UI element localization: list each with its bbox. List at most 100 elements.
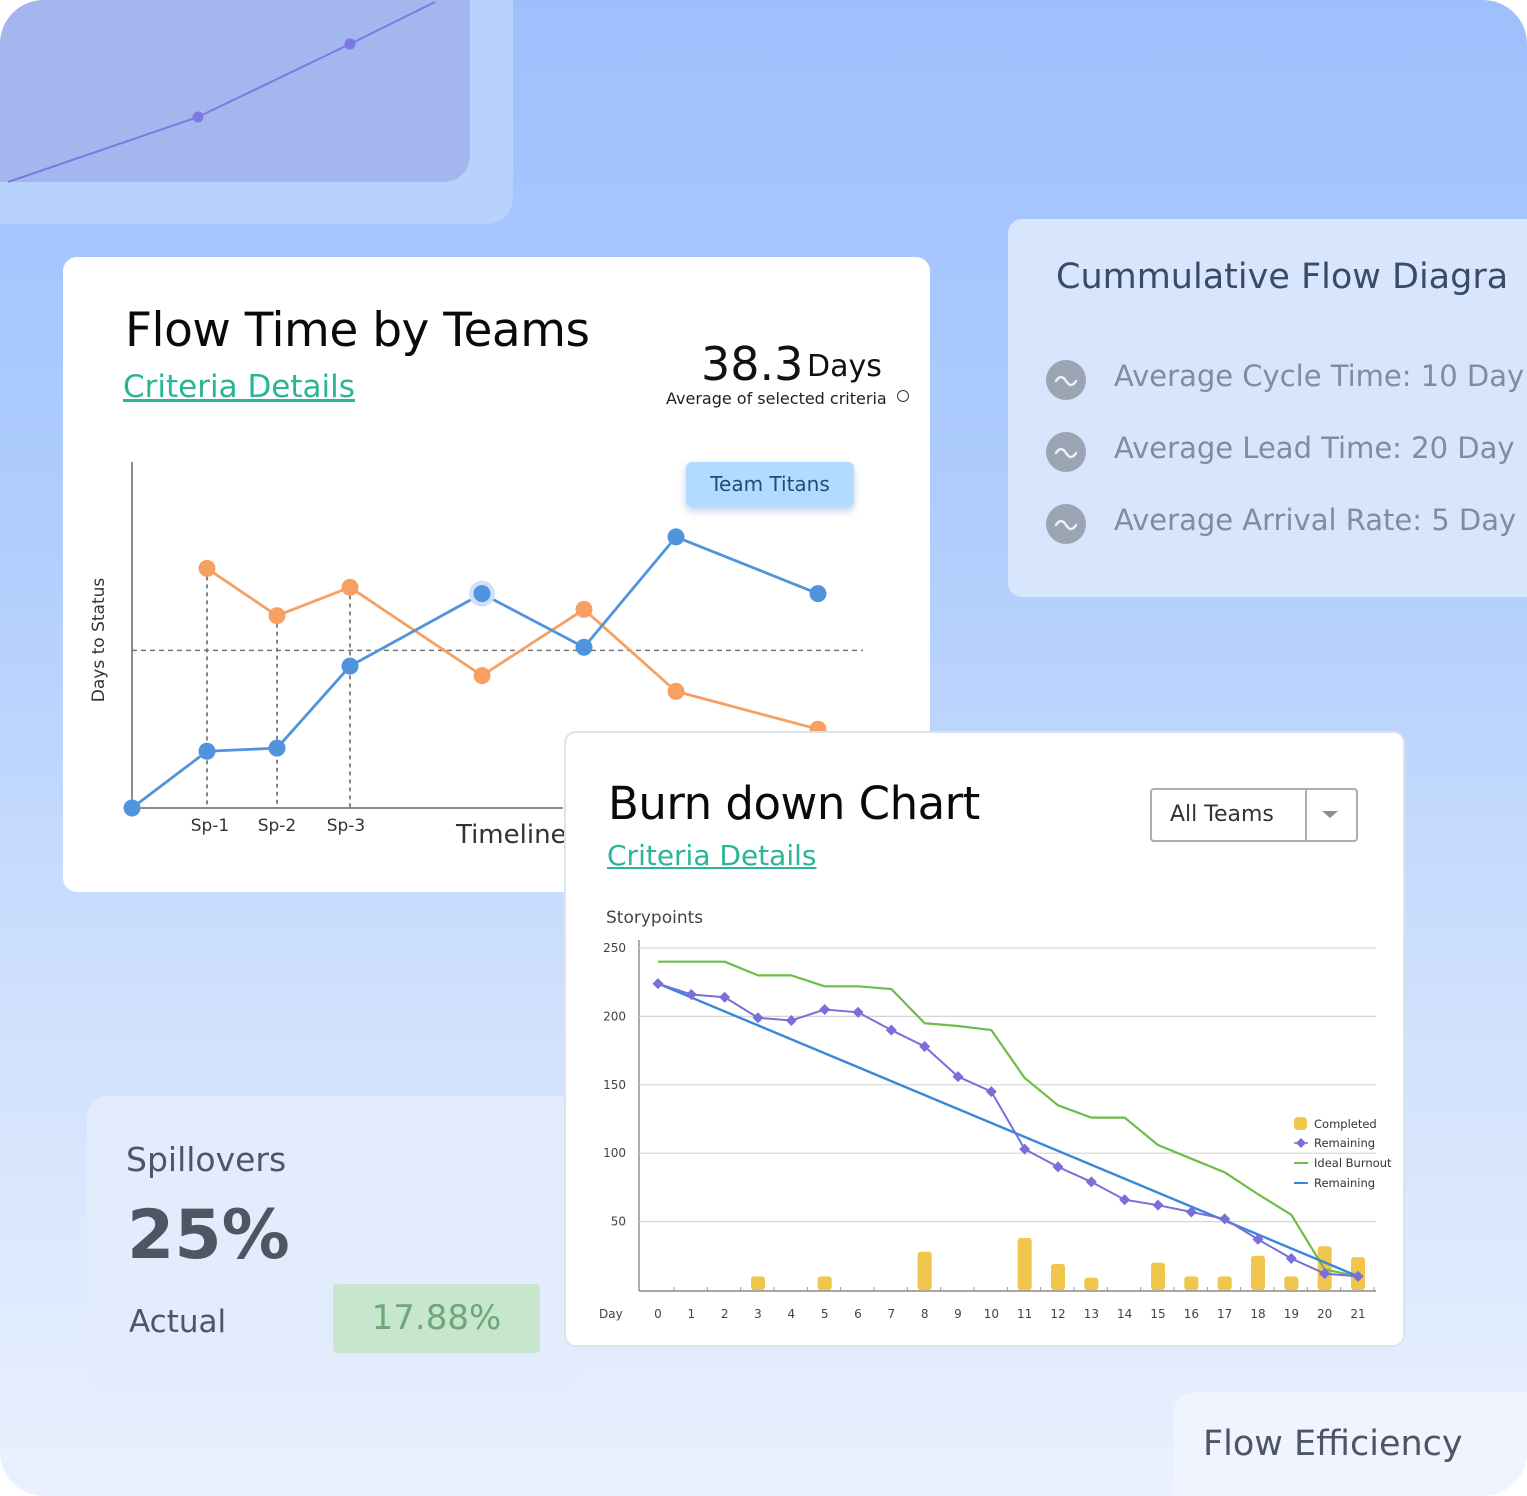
remaining-point <box>1352 1270 1364 1282</box>
completed-bar <box>917 1251 932 1290</box>
remaining-point <box>1085 1176 1097 1188</box>
x-tick-label: 16 <box>1184 1307 1199 1321</box>
wave-icon <box>1046 504 1086 544</box>
x-tick-label: 11 <box>1017 1307 1032 1321</box>
x-tick-label: 14 <box>1117 1307 1132 1321</box>
spillovers-card: Spillovers 25% Actual 17.88% <box>87 1096 579 1391</box>
cumulative-flow-card: Cummulative Flow Diagra Average Cycle Ti… <box>1008 219 1527 597</box>
y-tick-label: 200 <box>603 1009 626 1023</box>
spillovers-value: 25% <box>127 1196 290 1275</box>
completed-bar <box>817 1276 832 1290</box>
x-tick-label: 6 <box>854 1307 862 1321</box>
flow-time-title: Flow Time by Teams <box>125 303 590 358</box>
remaining-point <box>1052 1161 1064 1173</box>
x-tick-label: Sp-3 <box>327 816 366 836</box>
spillovers-actual-label: Actual <box>129 1304 227 1340</box>
flow-efficiency-card: Flow Efficiency <box>1173 1392 1527 1496</box>
remaining-point <box>752 1012 764 1024</box>
data-point <box>473 585 491 603</box>
x-tick-label: 15 <box>1150 1307 1165 1321</box>
completed-bar <box>1217 1276 1232 1290</box>
remaining-point <box>985 1086 997 1098</box>
x-tick-label: 5 <box>821 1307 829 1321</box>
remaining-point <box>785 1015 797 1027</box>
team-select-value: All Teams <box>1170 802 1274 827</box>
remaining-point <box>1019 1143 1031 1155</box>
data-point <box>575 638 593 656</box>
remaining-point <box>1285 1253 1297 1265</box>
x-tick-label: 12 <box>1050 1307 1065 1321</box>
data-point <box>341 578 359 596</box>
spillovers-actual-badge: 17.88% <box>333 1284 540 1353</box>
y-tick-label: 250 <box>603 941 626 955</box>
x-tick-label: 2 <box>721 1307 729 1321</box>
x-tick-label: 9 <box>954 1307 962 1321</box>
burn-down-criteria-link[interactable]: Criteria Details <box>607 839 817 872</box>
legend-label: Ideal Burnout <box>1314 1156 1392 1170</box>
decorative-trend-line <box>7 1 436 183</box>
remaining-point <box>719 991 731 1003</box>
remaining-point <box>919 1040 931 1052</box>
x-tick-label: 13 <box>1084 1307 1099 1321</box>
x-tick-label: 19 <box>1284 1307 1299 1321</box>
remaining-point <box>1185 1206 1197 1218</box>
cycle-time-label: Average Cycle Time: 10 Day <box>1114 359 1525 393</box>
data-point <box>268 739 286 757</box>
data-point <box>667 528 685 546</box>
data-point <box>198 559 216 577</box>
remaining-point <box>1219 1213 1231 1225</box>
remaining-point <box>1252 1233 1264 1245</box>
x-tick-label: 10 <box>984 1307 999 1321</box>
wave-icon <box>1046 360 1086 400</box>
data-point <box>198 742 216 760</box>
team-select[interactable]: All Teams <box>1150 788 1358 842</box>
flow-time-criteria-link[interactable]: Criteria Details <box>123 369 355 405</box>
arrival-rate-label: Average Arrival Rate: 5 Day <box>1114 503 1517 537</box>
data-point <box>268 607 286 625</box>
x-tick-label: 20 <box>1317 1307 1332 1321</box>
y-axis-label: Days to Status <box>89 578 109 703</box>
flow-time-chart: Days to Status Timeline Sp-1 Sp-2 Sp-3 <box>89 462 863 850</box>
completed-bar <box>1017 1238 1032 1290</box>
select-divider <box>1305 790 1307 840</box>
team-titans-tooltip: Team Titans <box>686 462 854 507</box>
completed-bar <box>1084 1277 1099 1290</box>
flow-efficiency-title: Flow Efficiency <box>1203 1424 1463 1464</box>
remaining-point <box>685 989 697 1001</box>
cumulative-flow-title: Cummulative Flow Diagra <box>1056 257 1509 297</box>
flow-time-metric-caption: Average of selected criteria <box>666 389 887 408</box>
data-point <box>473 667 491 685</box>
x-axis-title: Day <box>599 1307 623 1321</box>
remaining-point <box>1152 1199 1164 1211</box>
wave-icon <box>1046 432 1086 472</box>
flow-time-metric-unit: Days <box>807 349 882 384</box>
x-tick-label: 1 <box>688 1307 696 1321</box>
x-tick-label: 4 <box>788 1307 796 1321</box>
legend-label: Remaining <box>1314 1176 1375 1190</box>
chevron-down-icon[interactable] <box>1322 811 1338 818</box>
remaining-line <box>657 982 1359 1278</box>
decorative-card-inner <box>0 0 470 182</box>
completed-bar <box>1251 1255 1265 1290</box>
lead-time-label: Average Lead Time: 20 Day <box>1114 431 1515 465</box>
x-tick-label: 8 <box>921 1307 929 1321</box>
data-point <box>667 682 685 700</box>
legend-swatch <box>1296 1138 1306 1148</box>
flow-time-metric-value: 38.3 <box>701 337 804 391</box>
remaining-point <box>1319 1268 1331 1280</box>
x-tick-label: 7 <box>888 1307 896 1321</box>
x-tick-label: Sp-2 <box>258 816 297 836</box>
spillovers-title: Spillovers <box>126 1140 287 1179</box>
remaining-trend-line <box>657 982 1359 1278</box>
x-tick-label: Sp-1 <box>191 816 230 836</box>
remaining-point <box>852 1006 864 1018</box>
ideal-burnout-line <box>658 960 1359 1278</box>
info-icon[interactable] <box>897 390 909 402</box>
remaining-point <box>819 1004 831 1016</box>
y-axis-title: Storypoints <box>606 908 703 928</box>
y-tick-label: 150 <box>603 1078 626 1092</box>
x-axis-label: Timeline <box>455 820 567 850</box>
x-tick-label: 21 <box>1350 1307 1365 1321</box>
